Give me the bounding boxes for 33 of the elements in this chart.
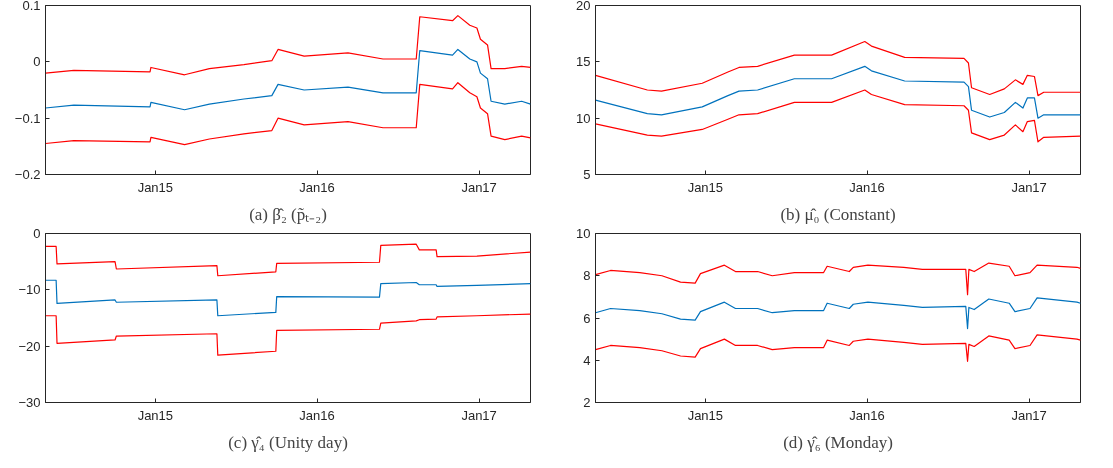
y-tick-label: −0.2: [14, 167, 41, 182]
y-tick-label: 4: [583, 352, 591, 368]
y-tick-label: 2: [583, 395, 591, 410]
text: (a) β̂₂ (p̃ₜ₋₂): [249, 204, 327, 224]
y-tick-label: 5: [583, 167, 591, 182]
y-tick-label: 6: [583, 310, 591, 326]
x-tick-label: Jan17: [1011, 179, 1047, 195]
y-tick-label: −10: [18, 282, 41, 298]
y-tick-label: 8: [583, 268, 591, 284]
y-tick-label: −30: [18, 395, 41, 410]
y-tick-label: −0.1: [14, 110, 41, 126]
x-tick-label: Jan17: [1011, 407, 1047, 423]
x-tick-label: Jan15: [137, 179, 174, 195]
y-tick-label: 0.1: [22, 0, 41, 13]
text: (d) γ̂₆ (Monday): [783, 432, 893, 452]
y-tick-label: 10: [576, 110, 591, 126]
x-tick-label: Jan16: [849, 407, 885, 423]
x-tick-label: Jan15: [687, 179, 724, 195]
x-tick-label: Jan16: [299, 407, 335, 423]
x-tick-label: Jan16: [299, 179, 335, 195]
x-tick-label: Jan15: [137, 407, 174, 423]
y-tick-label: 20: [576, 0, 591, 13]
text: (c) γ̂₄ (Unity day): [228, 432, 348, 452]
x-tick-label: Jan17: [461, 179, 497, 195]
y-tick-label: −20: [18, 338, 41, 354]
y-tick-label: 0: [33, 226, 41, 241]
x-tick-label: Jan15: [687, 407, 724, 423]
y-tick-label: 15: [576, 54, 591, 70]
x-tick-label: Jan16: [849, 179, 885, 195]
x-tick-label: Jan17: [461, 407, 497, 423]
y-tick-label: 10: [576, 226, 591, 241]
y-tick-label: 0: [33, 54, 41, 70]
text: (b) μ̂₀ (Constant): [780, 204, 896, 224]
